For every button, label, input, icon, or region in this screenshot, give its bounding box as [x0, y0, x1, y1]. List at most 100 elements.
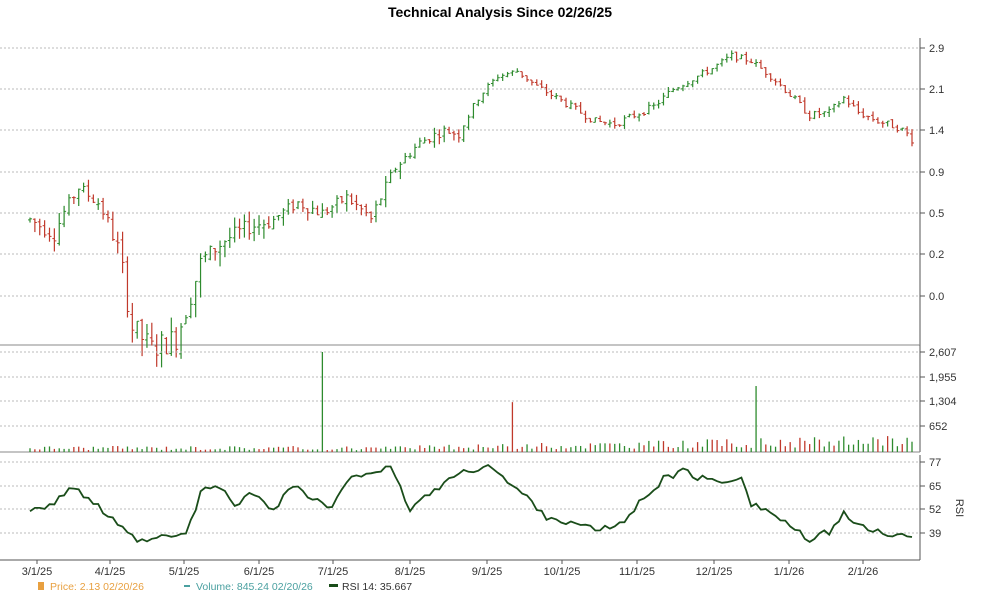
x-tick-label: 10/1/25 [544, 566, 581, 578]
price-bar [271, 215, 276, 230]
price-bar [549, 89, 554, 100]
x-tick-label: 1/1/26 [774, 566, 805, 578]
price-tick-label: 1.4 [929, 125, 944, 137]
price-bar [832, 103, 837, 113]
price-bar [885, 120, 890, 127]
price-bar [101, 197, 106, 220]
rsi-tick-label: 52 [929, 504, 941, 516]
price-bar [593, 117, 598, 123]
price-bar [607, 119, 612, 128]
price-bar [179, 323, 184, 359]
price-bar [671, 87, 676, 93]
price-bar [120, 231, 125, 274]
price-bar [81, 182, 86, 193]
x-tick-label: 3/1/25 [22, 566, 53, 578]
price-bar [719, 58, 724, 67]
price-bar [266, 216, 271, 229]
price-bar [305, 208, 310, 221]
price-bar [510, 70, 515, 76]
price-bar [656, 99, 661, 109]
rsi-tick-label: 39 [929, 528, 941, 540]
price-bar [42, 220, 47, 238]
price-bar [218, 240, 223, 267]
price-bar [242, 214, 247, 238]
price-bar [71, 196, 76, 204]
price-bar [339, 196, 344, 204]
price-bar [807, 110, 812, 122]
price-bar [525, 75, 530, 82]
legend-item-price: Price: 2.13 02/20/26 [38, 581, 144, 593]
rsi-axis-label: RSI [953, 499, 965, 517]
price-bar [174, 327, 179, 358]
price-bar [754, 59, 759, 67]
price-bar [544, 83, 549, 96]
price-bar [788, 89, 793, 97]
price-swatch-icon [38, 582, 44, 590]
price-bar [437, 129, 442, 145]
price-bar [875, 117, 880, 124]
price-bar [763, 67, 768, 78]
price-bar [827, 106, 832, 117]
price-bar [490, 78, 495, 87]
rsi-line [29, 463, 913, 543]
price-tick-label: 0.9 [929, 167, 944, 179]
legend: Price: 2.13 02/20/26 Volume: 845.24 02/2… [38, 581, 412, 593]
price-bar [588, 117, 593, 123]
x-tick-label: 11/1/25 [619, 566, 655, 578]
price-bar [622, 115, 627, 129]
volume-tick-label: 2,607 [929, 347, 957, 359]
price-bar [783, 85, 788, 94]
x-tick-label: 12/1/25 [696, 566, 733, 578]
price-bar [841, 95, 846, 104]
price-bar [296, 201, 301, 210]
price-bar [578, 102, 583, 114]
price-bar [149, 322, 154, 346]
price-bar [520, 71, 525, 79]
price-bar [398, 161, 403, 180]
price-bar [534, 79, 539, 86]
price-bar [641, 112, 646, 116]
price-bar [373, 200, 378, 223]
price-bar [388, 169, 393, 184]
price-bar [627, 113, 632, 118]
price-bar [257, 215, 262, 235]
price-bar [417, 137, 422, 148]
price-bar [344, 190, 349, 212]
price-bar [539, 80, 544, 89]
rsi-tick-label: 65 [929, 481, 941, 493]
price-bar [188, 297, 193, 319]
price-bar [500, 73, 505, 81]
price-bar [836, 101, 841, 108]
price-bar [710, 68, 715, 75]
price-bar [62, 205, 67, 228]
price-bar [208, 245, 213, 261]
x-tick-label: 4/1/25 [95, 566, 126, 578]
price-bar [193, 280, 198, 318]
x-tick-label: 9/1/25 [472, 566, 503, 578]
price-bar [203, 251, 208, 263]
price-bar [568, 100, 573, 110]
price-bar [715, 63, 720, 72]
price-bar [666, 87, 671, 98]
price-bar [880, 120, 885, 128]
price-bar [252, 218, 257, 242]
price-bar [758, 59, 763, 69]
price-bar [793, 95, 798, 100]
price-bar [276, 214, 281, 221]
price-bar [427, 139, 432, 144]
price-bar [334, 195, 339, 213]
price-bar [422, 137, 427, 144]
price-bar [110, 211, 115, 241]
price-bar [861, 108, 866, 119]
price-bar [198, 253, 203, 298]
price-bar [461, 125, 466, 143]
legend-rsi-text: RSI 14: 35.667 [342, 581, 412, 593]
price-bar [359, 204, 364, 216]
x-tick-label: 2/1/26 [848, 566, 879, 578]
price-bar [393, 167, 398, 173]
price-bar [612, 117, 617, 129]
price-bar [125, 256, 130, 318]
price-bar [57, 213, 62, 246]
price-bar [515, 68, 520, 73]
price-bar [383, 175, 388, 208]
